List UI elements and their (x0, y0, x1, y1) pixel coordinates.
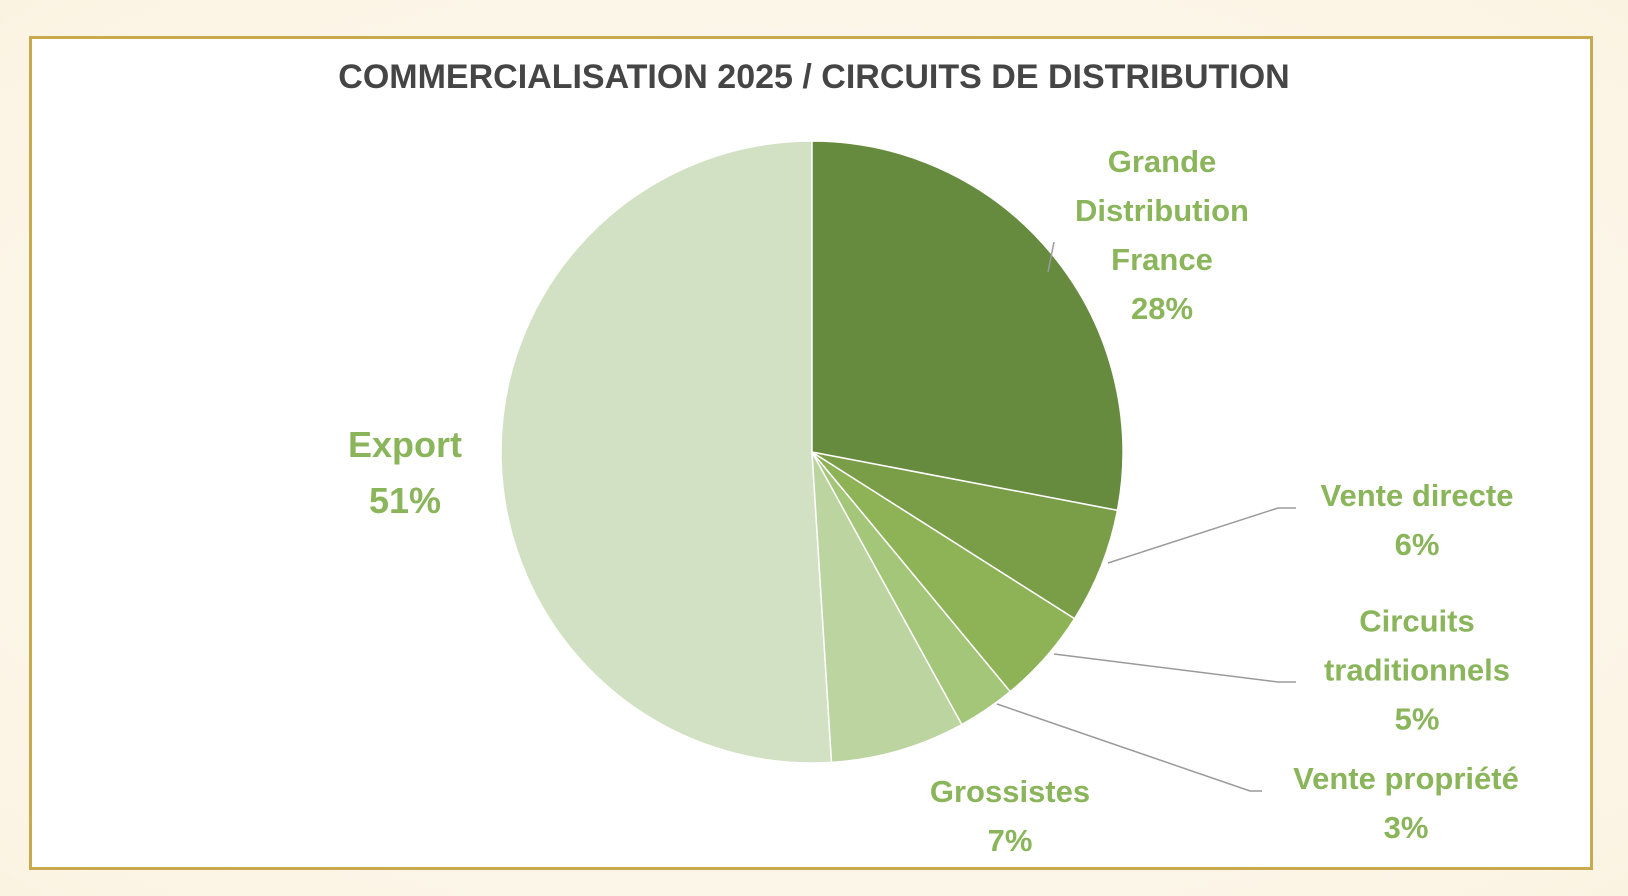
slice-label: Grande Distribution France 28% (1042, 137, 1282, 333)
pie-slice (500, 140, 833, 764)
category-label: Vente directe (1320, 478, 1514, 513)
slice-label: Grossistes 7% (860, 767, 1160, 865)
value-label: 28% (1130, 291, 1194, 326)
chart-title: COMMERCIALISATION 2025 / CIRCUITS DE DIS… (338, 58, 1290, 96)
category-label: Export (347, 424, 462, 465)
pie-slice (811, 451, 963, 764)
value-label: 7% (987, 823, 1033, 858)
value-label: 3% (1383, 810, 1429, 845)
category-label: Circuits traditionnels (1323, 603, 1510, 688)
category-label: Grossistes (929, 774, 1091, 809)
category-label: Grande Distribution France (1075, 144, 1249, 277)
leader-line (1047, 241, 1055, 273)
leader-line (996, 703, 1262, 792)
slice-label: Export 51% (255, 417, 555, 529)
leader-line (1053, 653, 1296, 683)
value-label: 5% (1394, 701, 1440, 737)
category-label: Vente propriété (1293, 761, 1519, 796)
slice-label: Vente propriété 3% (1256, 754, 1556, 852)
value-label: 51% (368, 480, 442, 521)
slice-label: Circuits traditionnels 5% (1287, 597, 1547, 744)
slice-label: Vente directe 6% (1267, 471, 1567, 569)
leader-line (1107, 507, 1296, 564)
value-label: 6% (1394, 527, 1440, 562)
leader-lines (996, 241, 1296, 792)
